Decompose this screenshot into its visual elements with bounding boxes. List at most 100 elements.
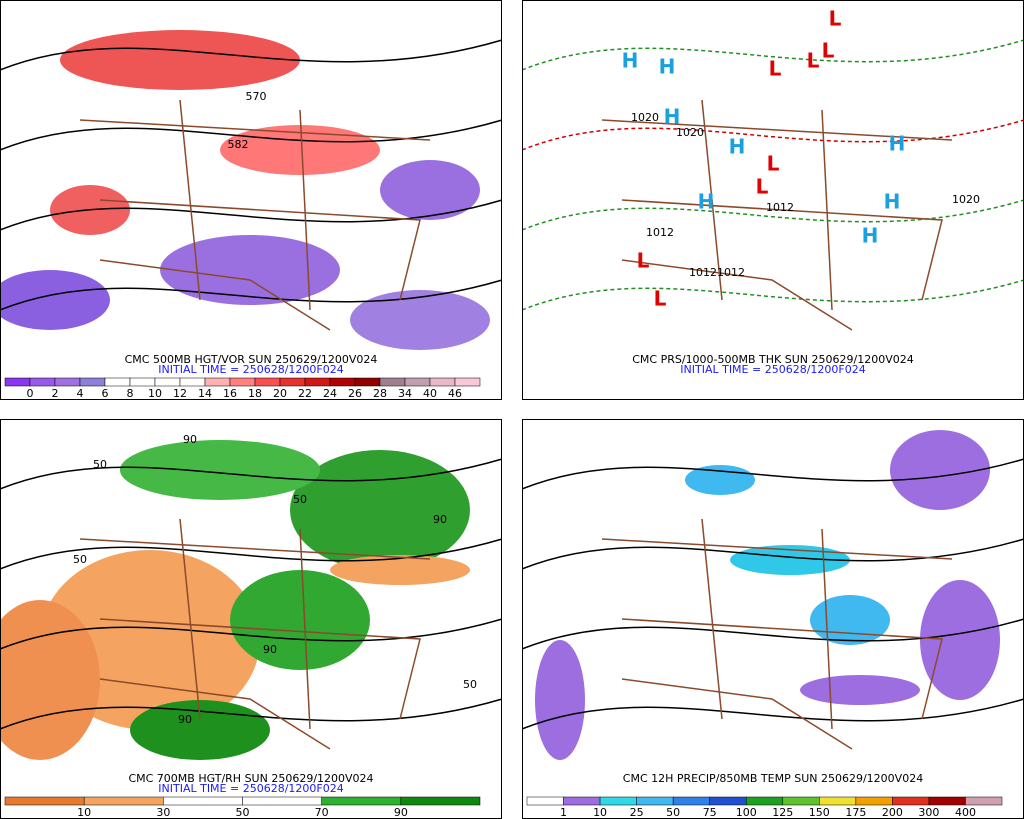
map-label: 90 bbox=[183, 433, 197, 446]
map-label: L bbox=[654, 287, 667, 311]
colorbar-swatch bbox=[54, 377, 81, 387]
colorbar-swatch bbox=[4, 796, 85, 806]
field-shading bbox=[350, 290, 490, 350]
colorbar-swatch bbox=[154, 377, 181, 387]
colorbar-swatch bbox=[636, 796, 674, 806]
contour bbox=[1, 199, 501, 231]
colorbar-swatch bbox=[179, 377, 206, 387]
colorbar-swatch bbox=[928, 796, 966, 806]
map-label: 1020 bbox=[676, 126, 704, 139]
map-label: 1012 bbox=[717, 266, 745, 279]
contour bbox=[523, 279, 1023, 311]
colorbar-swatch bbox=[83, 796, 164, 806]
colorbar-swatch bbox=[782, 796, 820, 806]
colorbar-label: 150 bbox=[809, 806, 830, 819]
colorbar-label: 46 bbox=[448, 387, 462, 400]
colorbar-swatch bbox=[965, 796, 1003, 806]
field-shading bbox=[60, 30, 300, 90]
map-label: H bbox=[664, 105, 681, 129]
colorbar-label: 24 bbox=[323, 387, 337, 400]
colorbar-swatch bbox=[599, 796, 637, 806]
colorbar-swatch bbox=[79, 377, 106, 387]
contour bbox=[523, 119, 1023, 151]
map-label: L bbox=[637, 249, 650, 273]
contour bbox=[523, 39, 1023, 71]
colorbar-swatch bbox=[329, 377, 356, 387]
colorbar-swatch bbox=[254, 377, 281, 387]
colorbar-label: 1 bbox=[560, 806, 567, 819]
field-shading bbox=[380, 160, 480, 220]
map-label: 1012 bbox=[646, 226, 674, 239]
colorbar-swatch bbox=[819, 796, 857, 806]
map-area bbox=[1, 440, 501, 760]
contour bbox=[523, 199, 1023, 231]
borders bbox=[601, 518, 953, 750]
map-panel: CMC 12H PRECIP/850MB TEMP SUN 250629/120… bbox=[522, 419, 1024, 819]
colorbar-swatch bbox=[204, 377, 231, 387]
field-shading bbox=[160, 235, 340, 305]
colorbar-label: 70 bbox=[315, 806, 329, 819]
colorbar-label: 25 bbox=[630, 806, 644, 819]
map-label: 90 bbox=[178, 713, 192, 726]
colorbar-label: 26 bbox=[348, 387, 362, 400]
colorbar-swatch bbox=[563, 796, 601, 806]
colorbar-label: 400 bbox=[955, 806, 976, 819]
colorbar-swatch bbox=[163, 796, 243, 806]
panel-title: CMC 500MB HGT/VOR SUN 250629/1200V024 bbox=[125, 353, 378, 366]
colorbar-swatch bbox=[354, 377, 381, 387]
colorbar-label: 10 bbox=[148, 387, 162, 400]
colorbar-swatch bbox=[855, 796, 893, 806]
contour bbox=[523, 698, 1023, 730]
colorbar-label: 6 bbox=[102, 387, 109, 400]
colorbar-label: 125 bbox=[772, 806, 793, 819]
colorbar-swatch bbox=[321, 796, 402, 806]
map-label: H bbox=[698, 190, 715, 214]
colorbar-swatch bbox=[429, 377, 456, 387]
contour bbox=[523, 618, 1023, 650]
map-label: 1020 bbox=[952, 193, 980, 206]
borders bbox=[79, 99, 431, 331]
colorbar-swatch bbox=[745, 796, 784, 806]
map-label: H bbox=[862, 224, 879, 248]
colorbar-label: 75 bbox=[703, 806, 717, 819]
map-area bbox=[1, 30, 501, 350]
colorbar-label: 34 bbox=[398, 387, 412, 400]
map-panel: 570 582 CMC 500MB HGT/VOR SUN 250629/1200V… bbox=[0, 0, 502, 400]
field-shading bbox=[535, 640, 585, 760]
contour bbox=[1, 538, 501, 570]
colorbar-swatch bbox=[29, 377, 56, 387]
panel-title: CMC 12H PRECIP/850MB TEMP SUN 250629/120… bbox=[623, 772, 923, 785]
colorbar-label: 2 bbox=[52, 387, 59, 400]
colorbar-label: 90 bbox=[394, 806, 408, 819]
map-panel: 50 90 50 90 50 90 50 90 CMC 700MB HGT/RH SUN 250… bbox=[0, 419, 502, 819]
field-shading bbox=[120, 440, 320, 500]
colorbar-swatch bbox=[4, 377, 31, 387]
panel-title: CMC PRS/1000-500MB THK SUN 250629/1200V0… bbox=[632, 353, 913, 366]
colorbar-label: 8 bbox=[127, 387, 134, 400]
map-area bbox=[523, 39, 1023, 331]
colorbar-label: 28 bbox=[373, 387, 387, 400]
colorbar-label: 10 bbox=[77, 806, 91, 819]
map-label: L bbox=[756, 175, 769, 199]
map-label: 90 bbox=[263, 643, 277, 656]
map-label: L bbox=[822, 39, 835, 63]
colorbar-label: 16 bbox=[223, 387, 237, 400]
contour bbox=[523, 458, 1023, 490]
map-label: L bbox=[767, 152, 780, 176]
initial-time: INITIAL TIME = 250628/1200F024 bbox=[680, 363, 865, 376]
map-label: 50 bbox=[463, 678, 477, 691]
map-label: 582 bbox=[228, 138, 249, 151]
map-label: H bbox=[889, 132, 906, 156]
field-shading bbox=[890, 430, 990, 510]
colorbar-label: 30 bbox=[156, 806, 170, 819]
map-label: H bbox=[884, 190, 901, 214]
borders bbox=[601, 99, 953, 331]
contour bbox=[1, 279, 501, 311]
colorbar-swatch bbox=[304, 377, 331, 387]
colorbar-label: 40 bbox=[423, 387, 437, 400]
colorbar-label: 10 bbox=[593, 806, 607, 819]
colorbar-swatch bbox=[379, 377, 406, 387]
colorbar-swatch bbox=[400, 796, 481, 806]
initial-time: INITIAL TIME = 250628/1200F024 bbox=[158, 782, 343, 795]
